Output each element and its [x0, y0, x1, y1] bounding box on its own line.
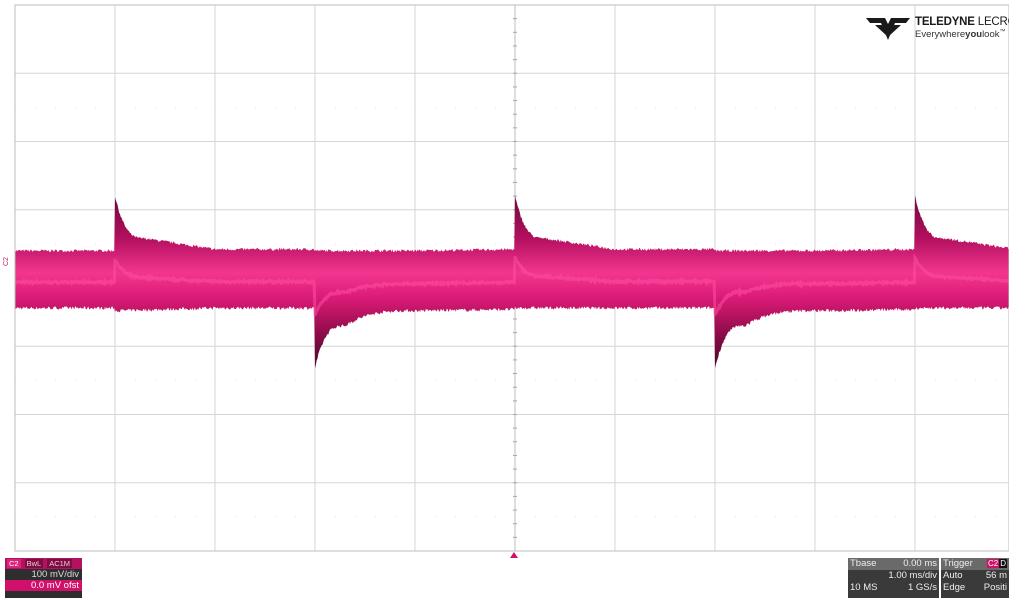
trigger-coupling-badge: D	[999, 559, 1007, 568]
trace-channel-label: C2	[3, 257, 10, 266]
timebase-descriptor[interactable]: Tbase 0.00 ms 1.00 ms/div 10 MS 1 GS/s	[848, 558, 939, 598]
channel-descriptor-header: C2 BwL AC1M	[5, 558, 82, 569]
sample-rate: 1 GS/s	[907, 582, 937, 593]
trigger-type-row: Edge Positi	[941, 582, 1009, 594]
sample-count: 10 MS	[850, 582, 878, 593]
trigger-slope: Positi	[983, 582, 1007, 593]
timebase-header: Tbase 0.00 ms	[848, 558, 939, 570]
logo-brand-text: TELEDYNE LECROY	[915, 16, 1009, 28]
vertical-scale: 100 mV/div	[31, 569, 79, 580]
logo-tagline: Everywhereyoulook™	[915, 29, 1006, 41]
trigger-mode: Auto	[943, 570, 963, 581]
oscilloscope-display	[13, 4, 1009, 552]
grid-border	[14, 4, 1009, 552]
trigger-source-badge: C2	[986, 559, 1000, 568]
waveform-trace	[13, 195, 1009, 369]
timebase-scale-row: 1.00 ms/div	[848, 570, 939, 582]
trigger-position-marker[interactable]	[510, 552, 518, 558]
timebase-delay: 0.00 ms	[903, 558, 937, 569]
brand-logo: TELEDYNE LECROY Everywhereyoulook™	[866, 14, 1009, 44]
waveform-persistence-core	[13, 252, 1009, 316]
timebase-sampling-row: 10 MS 1 GS/s	[848, 582, 939, 594]
channel-descriptor[interactable]: C2 BwL AC1M 100 mV/div 0.0 mV ofst	[5, 558, 82, 598]
trigger-descriptor[interactable]: Trigger C2 D Auto 56 m Edge Positi	[941, 558, 1009, 598]
vertical-offset: 0.0 mV ofst	[5, 580, 82, 591]
channel-name-badge: C2	[7, 559, 21, 568]
trigger-type: Edge	[943, 582, 966, 593]
time-per-div: 1.00 ms/div	[888, 570, 937, 581]
bandwidth-limit-badge: BwL	[24, 559, 44, 568]
trigger-header: Trigger C2 D	[941, 558, 1009, 570]
trigger-mode-row: Auto 56 m	[941, 570, 1009, 582]
trigger-level: 56 m	[985, 570, 1007, 581]
coupling-badge: AC1M	[47, 559, 73, 568]
teledyne-logo-icon	[866, 18, 910, 40]
